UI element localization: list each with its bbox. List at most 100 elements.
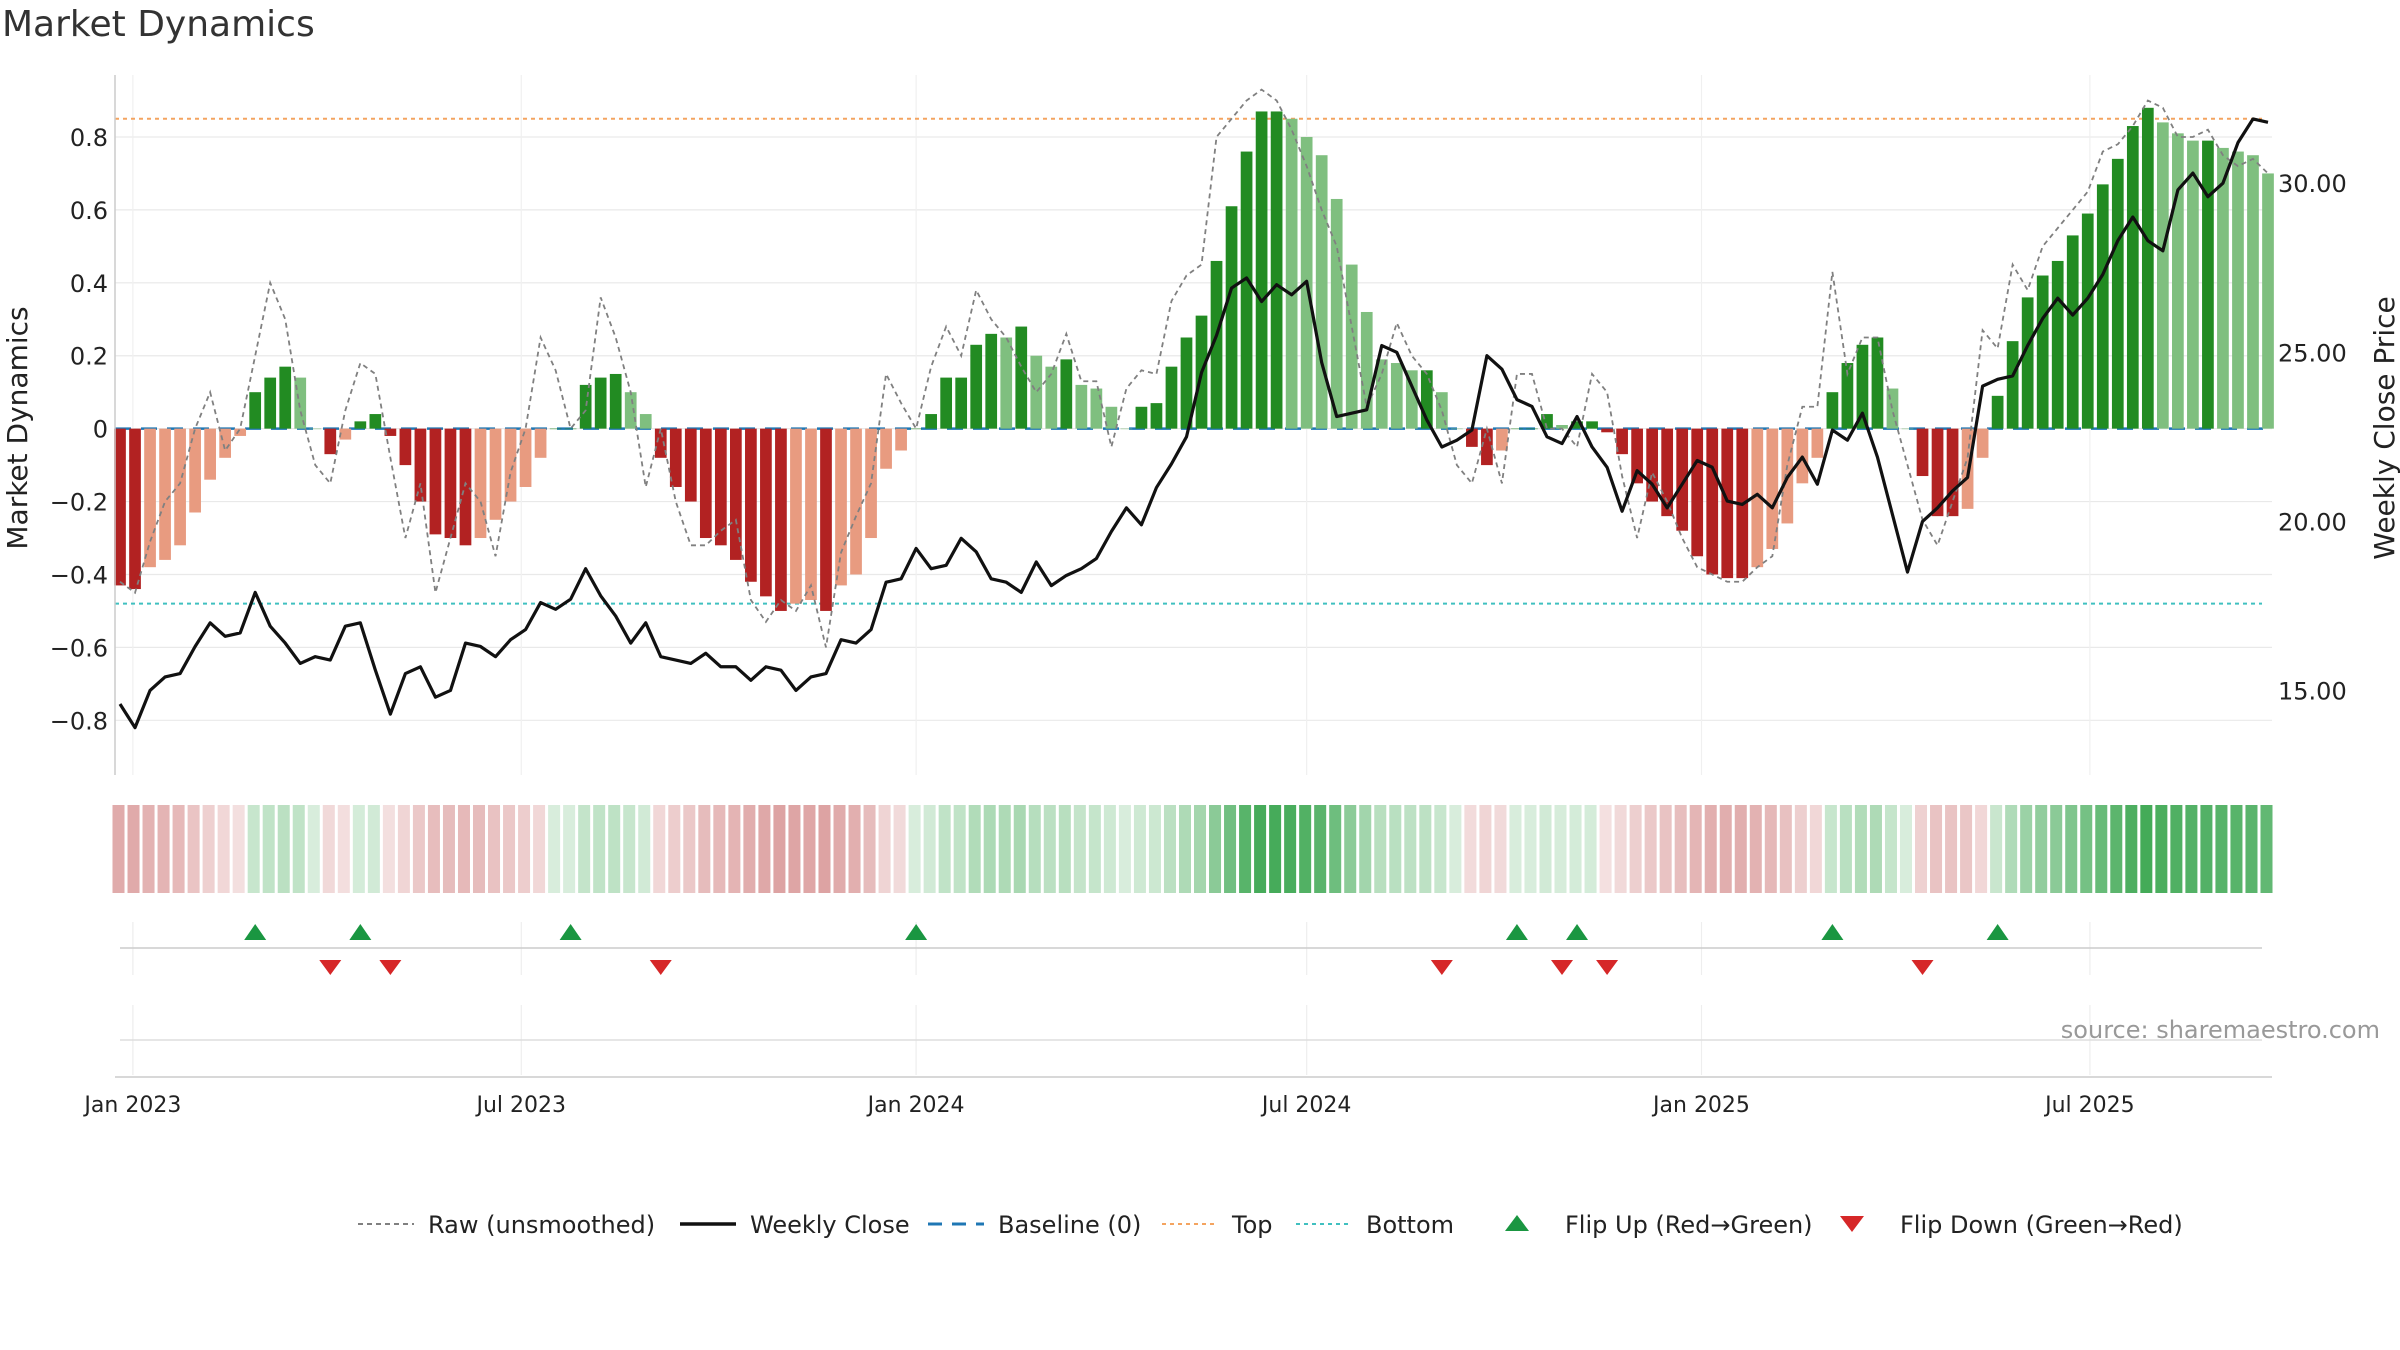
md-bar — [1060, 359, 1073, 429]
md-bar — [1646, 428, 1658, 502]
regime-strip-cell — [488, 805, 501, 893]
md-bar — [2187, 140, 2199, 429]
regime-strip-cell — [1284, 805, 1297, 893]
md-bar — [1856, 344, 1869, 429]
regime-strip-cell — [1960, 805, 1973, 893]
regime-strip-cell — [1419, 805, 1432, 893]
regime-strip-cell — [1163, 805, 1176, 893]
md-bar — [1210, 260, 1223, 429]
regime-strip-cell — [472, 805, 486, 893]
regime-strip-cell — [307, 805, 320, 893]
md-bar — [970, 344, 983, 429]
flip-down-marker — [319, 960, 342, 975]
y2-axis-title: Weekly Close Price — [2368, 296, 2400, 559]
md-bar — [1616, 428, 1628, 455]
md-bar — [2202, 140, 2214, 429]
regime-strip-cell — [262, 805, 275, 893]
regime-strip-cell — [1449, 805, 1462, 893]
md-bar — [189, 428, 201, 513]
regime-strip-cell — [1734, 805, 1747, 893]
md-bar — [730, 428, 742, 560]
legend-label: Bottom — [1366, 1211, 1454, 1239]
regime-strip-cell — [923, 805, 936, 893]
regime-strip-cell — [1824, 805, 1837, 893]
regime-strip-cell — [653, 805, 666, 893]
legend-label: Top — [1231, 1211, 1273, 1239]
md-bar — [985, 333, 998, 429]
legend-item: Top — [1162, 1211, 1273, 1239]
regime-strip-cell — [1148, 805, 1161, 893]
regime-strip-cell — [998, 805, 1011, 893]
md-bar — [1481, 428, 1493, 466]
regime-strip-cell — [503, 805, 516, 893]
md-bar — [1676, 428, 1689, 531]
md-bar — [594, 377, 607, 429]
md-bar — [234, 428, 247, 436]
regime-strip-cell — [1749, 805, 1762, 893]
regime-strip-cell — [2020, 805, 2033, 893]
legend-item: Weekly Close — [680, 1211, 910, 1239]
md-bar — [2051, 260, 2064, 429]
md-bar — [2156, 122, 2169, 429]
md-bar — [940, 377, 953, 429]
regime-strip-cell — [367, 805, 380, 893]
regime-strip-cell — [1479, 805, 1492, 893]
md-bar — [745, 428, 757, 582]
regime-strip-cell — [728, 805, 741, 893]
flip-down-marker — [379, 960, 402, 975]
md-bar — [1706, 428, 1719, 575]
md-bar — [2081, 213, 2094, 429]
regime-strip-cell — [2080, 805, 2093, 893]
legend-label: Weekly Close — [750, 1211, 910, 1239]
md-bar — [204, 428, 216, 480]
md-bar — [579, 384, 592, 429]
regime-strip-cell — [2185, 805, 2198, 893]
flip-up-marker — [1821, 924, 1844, 940]
md-bar — [1466, 428, 1478, 447]
legend-item: Raw (unsmoothed) — [358, 1211, 655, 1239]
md-bar — [1360, 311, 1373, 429]
flip-down-marker — [1911, 960, 1934, 975]
md-bar — [624, 392, 637, 429]
md-bar — [1105, 406, 1118, 429]
regime-strip-cell — [953, 805, 966, 893]
md-bar — [1931, 428, 1944, 517]
flip-down-marker — [1430, 960, 1453, 975]
regime-strip-cell — [292, 805, 305, 893]
regime-strip-cell — [1434, 805, 1447, 893]
md-bar — [1255, 111, 1268, 429]
x-tick-label: Jan 2024 — [866, 1093, 965, 1118]
md-bar — [1496, 428, 1508, 451]
legend-label: Raw (unsmoothed) — [428, 1211, 655, 1239]
regime-strip-cell — [1869, 805, 1882, 893]
regime-strip-cell — [578, 805, 591, 893]
md-bar — [1751, 428, 1764, 568]
md-bar — [159, 428, 171, 560]
md-bar — [1571, 421, 1583, 429]
regime-strip-cell — [1569, 805, 1582, 893]
md-bar — [925, 414, 937, 429]
md-bar — [474, 428, 487, 539]
regime-strip-cell — [2065, 805, 2078, 893]
legend-label: Baseline (0) — [998, 1211, 1141, 1239]
regime-strip-cell — [983, 805, 996, 893]
regime-strip-cell — [1239, 805, 1252, 893]
regime-strip-cell — [818, 805, 831, 893]
market-dynamics-bars — [114, 107, 2274, 611]
regime-strip-cell — [1194, 805, 1207, 893]
regime-strip-cell — [2110, 805, 2123, 893]
regime-strip-cell — [202, 805, 215, 893]
md-bar — [2262, 173, 2274, 429]
regime-strip-cell — [1779, 805, 1792, 893]
regime-strip-cell — [142, 805, 155, 893]
regime-strip-cell — [2005, 805, 2018, 893]
regime-strip-cell — [938, 805, 951, 893]
md-bar — [805, 428, 817, 600]
md-bar — [1090, 388, 1103, 429]
regime-strip-cell — [758, 805, 771, 893]
md-bar — [1075, 384, 1088, 429]
regime-strip-cell — [548, 805, 561, 893]
chart-title: Market Dynamics — [2, 4, 315, 45]
regime-strip-cell — [1389, 805, 1402, 893]
